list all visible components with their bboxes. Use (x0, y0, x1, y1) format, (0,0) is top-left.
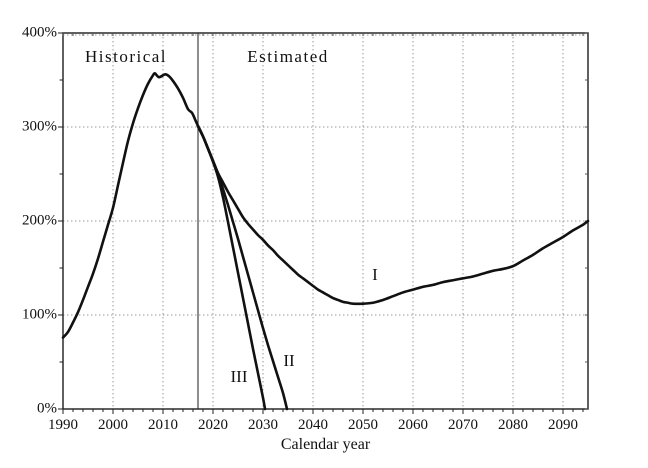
x-tick-label: 2040 (298, 417, 328, 433)
x-tick-label: 2050 (348, 417, 378, 433)
curve-label-II: II (283, 351, 295, 371)
x-tick-label: 2090 (548, 417, 578, 433)
y-tick-label: 200% (22, 212, 57, 229)
series-alternative-I (196, 124, 590, 306)
plot-frame (62, 32, 589, 410)
x-tick-label: 2010 (148, 417, 178, 433)
x-tick-label: 2060 (398, 417, 428, 433)
series-alternative-III (196, 124, 267, 411)
curve-label-III: III (230, 367, 248, 387)
x-axis-title: Calendar year (280, 436, 371, 453)
x-tick-label: 2070 (448, 417, 478, 433)
historical-label: Historical (84, 47, 168, 67)
x-tick-label: 2030 (248, 417, 278, 433)
curve-label-I: I (372, 264, 378, 284)
y-tick-label: 100% (22, 306, 57, 323)
estimated-label: Estimated (247, 47, 329, 67)
y-tick-label: 300% (22, 118, 57, 135)
series-historical (61, 72, 200, 339)
x-tick-label: 2000 (98, 417, 128, 433)
x-tick-label: 2020 (198, 417, 228, 433)
x-tick-label: 1990 (48, 417, 78, 433)
y-tick-label: 400% (22, 24, 57, 41)
x-tick-label: 2080 (498, 417, 528, 433)
y-tick-label: 0% (37, 400, 57, 417)
